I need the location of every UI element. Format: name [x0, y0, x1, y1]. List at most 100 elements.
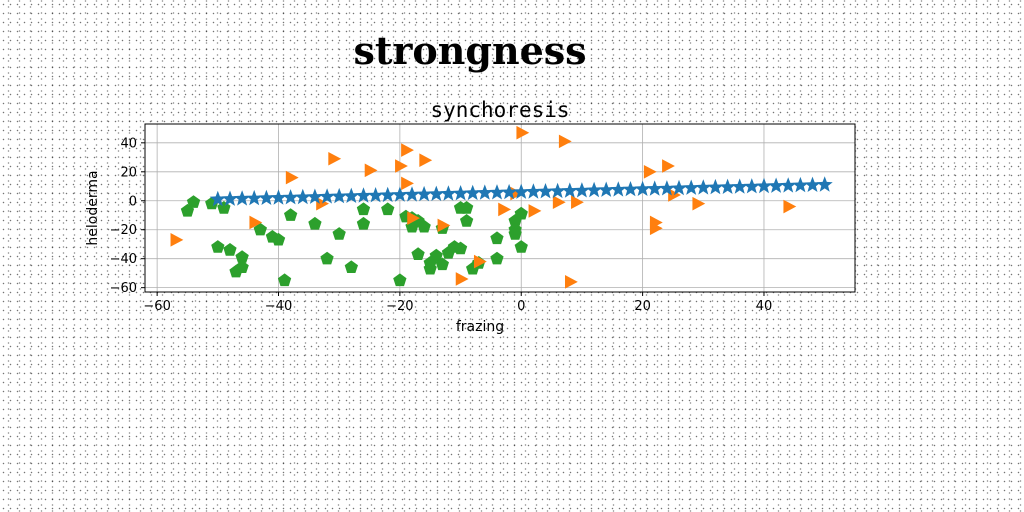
star-point [513, 183, 530, 199]
pentagon-point [235, 260, 249, 273]
y-tick-label: 20 [120, 165, 137, 180]
pentagon-point [453, 241, 468, 255]
triangle-right-point [498, 202, 512, 217]
star-point [331, 187, 348, 204]
star-point [586, 181, 603, 198]
star-point [743, 178, 760, 194]
pentagon-point [253, 222, 267, 236]
pentagon-point [308, 216, 322, 230]
star-point [355, 187, 372, 203]
star-point [403, 186, 421, 202]
star-point [525, 183, 542, 199]
triangle-right-point [455, 272, 469, 286]
star-point [367, 187, 384, 203]
triangle-right-point [783, 199, 797, 214]
star-point [780, 177, 797, 193]
pentagon-point [356, 216, 371, 230]
star-point [319, 188, 336, 204]
pentagon-point [417, 219, 431, 233]
pentagon-point [514, 240, 528, 253]
star-point [501, 183, 518, 200]
star-point [209, 190, 226, 207]
pentagon-point [490, 251, 504, 265]
pentagon-point [435, 257, 449, 271]
star-point [464, 184, 481, 201]
star-point [549, 182, 566, 199]
figure-suptitle: strongness [353, 28, 587, 73]
star-point [634, 180, 651, 196]
y-tick-label: −40 [110, 252, 137, 267]
triangle-right-point [285, 170, 299, 185]
star-point [488, 184, 505, 200]
star-point [707, 178, 724, 195]
y-tick-label: 0 [129, 194, 137, 209]
star-point [695, 179, 712, 195]
triangle-right-point [552, 195, 566, 210]
triangle-right-point [668, 188, 681, 202]
triangle-right-point [395, 159, 408, 173]
star-point [683, 179, 700, 195]
triangle-right-point [473, 254, 487, 269]
star-point [670, 179, 688, 196]
pentagon-point [381, 202, 395, 216]
triangle-right-point [662, 159, 675, 173]
x-tick-label: 20 [634, 299, 651, 314]
star-point [221, 190, 238, 206]
star-point [768, 177, 785, 193]
star-point [598, 181, 615, 197]
chart-title: synchoresis [430, 98, 569, 122]
triangle-right-point [571, 195, 584, 210]
triangle-right-point [316, 196, 329, 211]
triangle-right-point [328, 151, 342, 166]
plot-frame [144, 123, 856, 293]
star-point [270, 189, 287, 205]
triangle-right-point [516, 125, 530, 140]
triangle-right-point [528, 204, 542, 218]
pentagon-point [393, 273, 407, 287]
triangle-right-point [564, 275, 578, 289]
star-point [391, 186, 408, 202]
star-point [816, 176, 833, 192]
triangle-right-point [401, 176, 414, 191]
triangle-right-point [558, 134, 572, 149]
star-point [658, 180, 675, 196]
pentagon-point [514, 206, 528, 220]
star-point [306, 188, 323, 204]
star-point [282, 189, 299, 205]
star-point [294, 188, 311, 205]
star-point [561, 182, 578, 198]
triangle-right-point [692, 196, 706, 211]
pentagon-point [211, 240, 225, 253]
y-tick-label: −60 [110, 281, 137, 296]
x-axis-label: frazing [456, 319, 504, 335]
pentagon-point [344, 260, 358, 273]
triangle-right-point [419, 153, 433, 168]
star-point [246, 189, 263, 206]
triangle-right-point [649, 221, 663, 236]
pentagon-point [332, 227, 346, 240]
star-point [792, 176, 809, 193]
x-tick-label: −40 [265, 299, 292, 314]
pentagon-point [271, 232, 286, 246]
star-point [416, 185, 433, 202]
pentagon-point [490, 231, 504, 245]
pentagon-point [508, 227, 522, 240]
star-point [428, 185, 445, 201]
star-point [343, 187, 360, 203]
triangle-right-point [364, 163, 378, 178]
star-point [573, 182, 590, 198]
star-point [755, 177, 773, 194]
y-tick-label: −20 [110, 223, 137, 238]
star-point [719, 178, 736, 194]
star-point [452, 185, 469, 201]
x-tick-label: 0 [517, 299, 525, 314]
star-point [537, 183, 554, 199]
star-point [610, 181, 627, 197]
pentagon-point [423, 261, 437, 275]
triangle-right-point [437, 218, 451, 233]
x-tick-label: −20 [386, 299, 413, 314]
star-point [440, 185, 457, 201]
triangle-right-point [249, 215, 263, 230]
triangle-right-point [643, 164, 657, 179]
star-point [646, 180, 663, 196]
